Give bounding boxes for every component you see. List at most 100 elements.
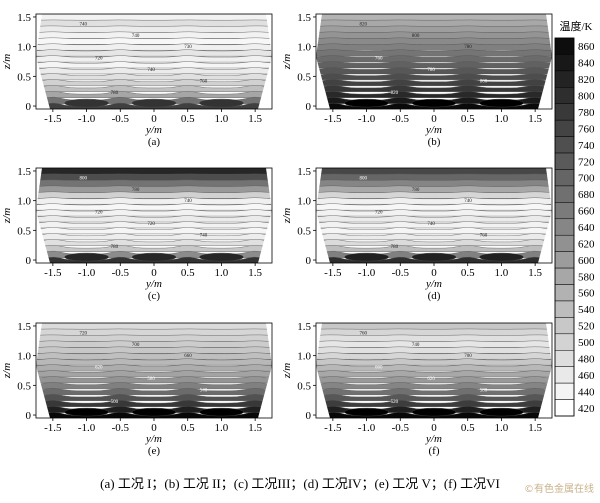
contour-label: 730 [184, 45, 192, 50]
colorbar-level-label: 660 [578, 206, 595, 218]
figure-caption: (a) 工况 I；(b) 工况 II；(c) 工况III；(d) 工况IV；(e… [100, 476, 500, 491]
inlet-region [411, 98, 457, 108]
contour-band [36, 221, 272, 229]
inlet-region [64, 407, 109, 417]
panel-f: 760 740 700 660 620 580 520 -1.5 -1.0 -0.5 0 0.5 1.0… [281, 321, 553, 457]
contour-label: 780 [391, 245, 399, 250]
contour-band [36, 399, 272, 407]
contour-band [36, 364, 272, 372]
inlet-region [64, 98, 109, 108]
contour-field-e [36, 323, 272, 418]
x-tick-label: -1.0 [78, 267, 96, 279]
contour-label: 500 [111, 400, 119, 405]
contour-band [316, 209, 552, 217]
colorbar-level-label: 560 [578, 288, 595, 300]
contour-band [36, 239, 272, 246]
contour-band [36, 209, 272, 217]
x-tick-label: 1.0 [495, 113, 509, 125]
x-tick-label: -1.5 [44, 267, 62, 279]
contour-band [36, 31, 272, 39]
contour-band [36, 358, 272, 366]
contour-band [316, 90, 552, 98]
inlet-region [199, 252, 244, 262]
contour-band [36, 197, 272, 205]
panel-e: 720 700 660 620 580 540 500 -1.5 -1.0 -0.5 0 0.5 1.0… [1, 321, 273, 457]
contour-band [316, 215, 552, 223]
contour-label: 780 [412, 188, 420, 193]
panel-label-a: (a) [148, 136, 161, 148]
x-axis-label: y/m [145, 124, 162, 136]
colorbar-level-label: 480 [578, 353, 595, 365]
contour-label: 820 [359, 22, 367, 27]
contour-band [316, 239, 552, 246]
contour-label: 800 [359, 176, 367, 181]
contour-band [36, 334, 272, 342]
colorbar-swatch [554, 399, 575, 417]
colorbar-swatch [554, 333, 575, 351]
y-axis-label: z/m [1, 363, 13, 379]
contour-label: 720 [147, 222, 155, 227]
y-tick-label: 1.0 [297, 351, 311, 363]
contour-label: 780 [111, 91, 119, 96]
contour-label: 700 [132, 343, 140, 348]
inlet-region [344, 98, 389, 108]
y-tick-label: 1.5 [17, 166, 31, 178]
contour-label: 760 [200, 79, 208, 84]
inlet-region [479, 407, 524, 417]
contour-band [316, 328, 552, 336]
contour-band [36, 79, 272, 87]
colorbar-level-label: 840 [578, 58, 595, 70]
contour-band [316, 382, 552, 390]
contour-band [316, 61, 552, 69]
panel-label-d: (d) [428, 290, 441, 302]
panel-a: 740 740 730 720 740 760 780 -1.5 -1.0 -0.5 0 0.5 1.0… [1, 12, 273, 148]
colorbar-swatch [554, 87, 575, 104]
y-tick-label: 1.0 [297, 42, 311, 54]
colorbar-level-label: 860 [578, 41, 595, 53]
contour-band [316, 55, 552, 63]
contour-band [36, 185, 272, 193]
contour-label: 740 [147, 68, 155, 73]
colorbar-level-label: 800 [578, 91, 595, 103]
contour-label: 720 [95, 211, 103, 216]
contour-band [36, 14, 272, 21]
x-tick-label: -1.0 [78, 113, 96, 125]
colorbar-level-label: 540 [578, 304, 595, 316]
colorbar-swatch [554, 284, 575, 302]
x-tick-label: -0.5 [392, 422, 410, 434]
contour-band [316, 168, 552, 175]
colorbar-level-label: 440 [578, 386, 595, 398]
x-tick-label: -1.0 [358, 267, 376, 279]
y-tick-label: 1.5 [297, 321, 311, 333]
contour-field-b [316, 14, 552, 109]
x-tick-label: 1.0 [495, 422, 509, 434]
x-tick-label: 1.5 [248, 267, 262, 279]
contour-field-c [36, 168, 272, 263]
contour-label: 660 [375, 366, 383, 371]
x-tick-label: 1.5 [248, 113, 262, 125]
y-tick-label: 1.0 [17, 42, 31, 54]
colorbar-level-label: 740 [578, 140, 595, 152]
y-tick-label: 1.5 [17, 12, 31, 24]
contour-band [316, 394, 552, 401]
panel-c: 800 780 740 720 720 740 780 -1.5 -1.0 -0.5 0 0.5 1.0… [1, 166, 273, 302]
colorbar-level-label: 680 [578, 189, 595, 201]
contour-band [36, 90, 272, 98]
contour-band [316, 399, 552, 407]
y-tick-label: 0.5 [297, 225, 311, 237]
inlet-region [131, 252, 177, 262]
contour-band [316, 233, 552, 241]
panel-label-c: (c) [148, 290, 161, 302]
contour-band [36, 43, 272, 51]
contour-band [316, 203, 552, 211]
colorbar-swatch [554, 350, 575, 367]
contour-band [36, 25, 272, 33]
colorbar-swatch [554, 70, 575, 88]
contour-label: 740 [132, 34, 140, 39]
y-tick-label: 0.5 [297, 380, 311, 392]
contour-band [36, 370, 272, 378]
inlet-region [199, 407, 244, 417]
colorbar-level-label: 820 [578, 74, 595, 86]
colorbar-level-label: 500 [578, 337, 595, 349]
